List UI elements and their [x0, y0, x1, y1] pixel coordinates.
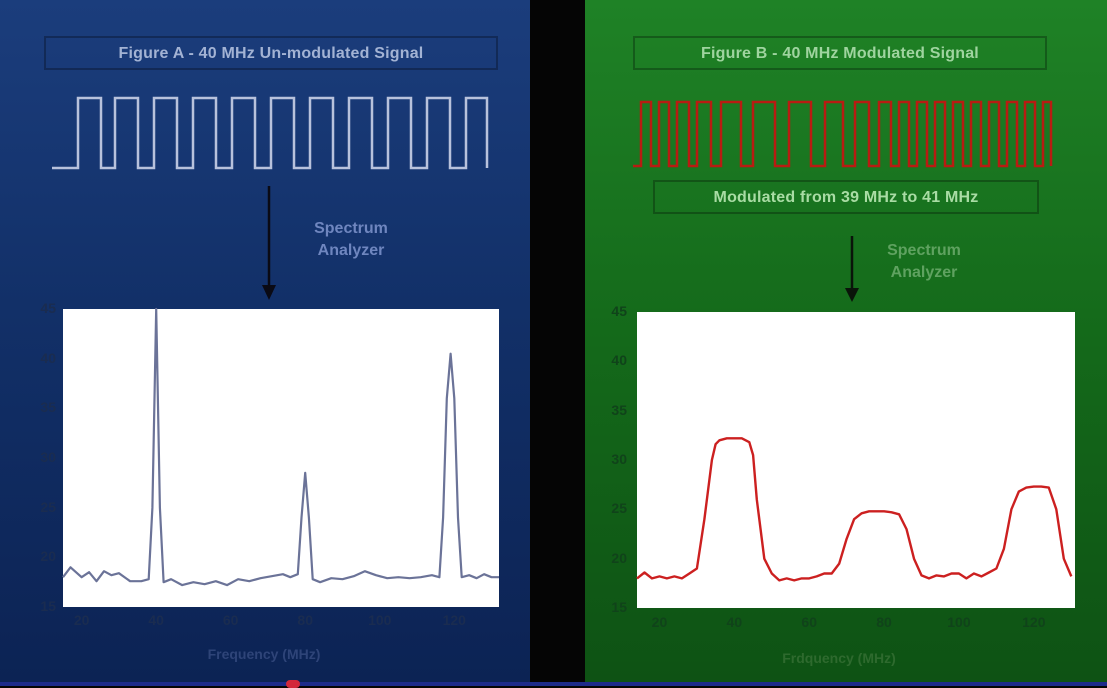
y-tick-label: 45 — [40, 300, 56, 316]
y-tick-label: 25 — [40, 498, 56, 515]
analyzer-line-2: Analyzer — [890, 264, 958, 281]
figure-b-signal-diagram — [633, 100, 1053, 302]
unmodulated-square-wave — [52, 96, 489, 170]
x-tick-label: 60 — [801, 614, 817, 630]
x-tick-label: 20 — [651, 614, 668, 630]
figure-a-arrow-head — [262, 285, 276, 300]
y-tick-label: 35 — [611, 401, 627, 418]
x-tick-label: 60 — [222, 612, 239, 628]
y-tick-label: 35 — [40, 399, 56, 416]
figure-b-arrow-head — [845, 288, 859, 302]
y-tick-label: 40 — [40, 349, 56, 366]
x-tick-label: 20 — [73, 612, 90, 628]
y-tick-label: 30 — [611, 451, 627, 467]
y-tick-label: 45 — [611, 303, 627, 319]
modulated-square-wave — [633, 100, 1053, 168]
modulation-range-note: Modulated from 39 MHz to 41 MHz — [653, 180, 1039, 214]
figure-b-panel: Figure B - 40 MHz Modulated Signal Modul… — [585, 0, 1107, 682]
figure-b-x-axis-label: Frdquency (MHz) — [782, 650, 896, 666]
figure-a-analyzer-label: Spectrum Analyzer — [296, 218, 406, 262]
y-tick-label: 15 — [40, 598, 56, 614]
y-tick-label: 15 — [611, 599, 627, 615]
x-tick-label: 80 — [297, 612, 313, 628]
y-tick-label: 20 — [40, 548, 56, 565]
figure-b-analyzer-label: Spectrum Analyzer — [869, 240, 979, 284]
figure-a-spectrum-line — [62, 307, 499, 587]
bottom-bar — [0, 682, 1107, 686]
figure-b-title: Figure B - 40 MHz Modulated Signal — [633, 36, 1047, 70]
figure-a-title: Figure A - 40 MHz Un-modulated Signal — [44, 36, 498, 70]
x-tick-label: 120 — [1022, 614, 1046, 630]
figure-a-x-axis-label: Frequency (MHz) — [207, 646, 321, 662]
figure-b-chart — [636, 437, 1073, 582]
x-tick-label: 100 — [368, 612, 392, 628]
y-tick-label: 25 — [611, 500, 627, 517]
figure-a-chart — [62, 307, 499, 587]
figure-a-plot-area — [62, 307, 499, 607]
bottom-marker — [286, 680, 300, 688]
y-tick-label: 20 — [611, 549, 627, 566]
analyzer-line-1: Spectrum — [314, 220, 388, 237]
y-tick-label: 40 — [611, 352, 627, 369]
figure-a-panel: Figure A - 40 MHz Un-modulated Signal Sp… — [0, 0, 530, 682]
x-tick-label: 120 — [442, 612, 466, 628]
figure-a-signal-diagram — [52, 96, 489, 300]
x-tick-label: 80 — [876, 614, 892, 630]
figure-b-spectrum-line — [636, 437, 1073, 582]
x-tick-label: 100 — [947, 614, 971, 630]
x-tick-label: 40 — [726, 614, 743, 630]
analyzer-line-1: Spectrum — [887, 242, 961, 259]
analyzer-line-2: Analyzer — [317, 242, 385, 259]
figure-b-plot-area — [636, 312, 1075, 608]
x-tick-label: 40 — [148, 612, 164, 628]
y-tick-label: 30 — [40, 449, 56, 465]
